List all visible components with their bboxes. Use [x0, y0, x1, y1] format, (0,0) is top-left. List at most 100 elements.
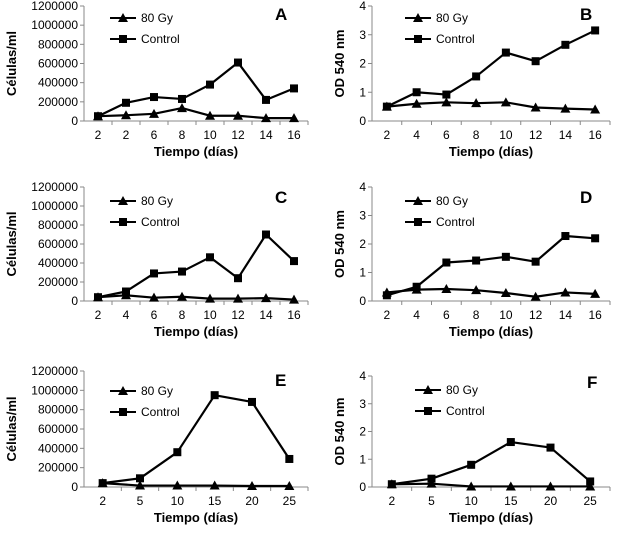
legend-label: Control: [446, 404, 485, 418]
x-tick-label: 2: [95, 128, 102, 142]
x-tick-label: 4: [413, 128, 420, 142]
y-tick-label: 400000: [38, 76, 78, 90]
y-tick-label: 4: [359, 369, 366, 383]
series-80gy-point-7: [590, 288, 601, 298]
legend-entry-80gy: 80 Gy: [405, 194, 468, 208]
series-80gy-point-6: [261, 293, 271, 303]
y-tick-label: 2: [359, 425, 366, 439]
legend-label: 80 Gy: [436, 11, 468, 25]
legend-marker-point-1: [119, 408, 127, 416]
x-tick-label: 6: [151, 128, 158, 142]
x-axis-title: Tiempo (días): [154, 144, 238, 159]
panel-letter: E: [275, 371, 286, 390]
y-tick-label: 4: [359, 180, 366, 194]
x-tick-label: 15: [208, 494, 222, 508]
series-80gy-line: [97, 106, 294, 120]
series-80gy-line: [386, 287, 596, 298]
y-tick-label: 1000000: [31, 199, 78, 213]
x-tick-label: 8: [473, 128, 480, 142]
y-tick-label: 600000: [38, 57, 78, 71]
legend-marker-point-0: [423, 385, 433, 394]
y-axis-title: OD 540 nm: [332, 30, 347, 98]
x-tick-label: 16: [588, 128, 602, 142]
chart-panel-c: 0 200000 400000 600000 800000 1000000 1200000 2…: [4, 180, 309, 339]
x-tick-label: 25: [283, 494, 297, 508]
series-control-point-2: [442, 90, 451, 99]
series-control-point-3: [210, 391, 219, 400]
series-control-point-7: [591, 234, 600, 243]
x-tick-label: 10: [464, 494, 478, 508]
series-control-point-6: [561, 232, 570, 241]
series-control-point-0: [382, 291, 391, 300]
series-control-point-3: [178, 267, 186, 276]
y-tick-label: 3: [359, 28, 366, 42]
series-control-point-1: [122, 287, 130, 296]
legend-label: Control: [141, 32, 180, 46]
series-control-point-6: [262, 95, 270, 104]
x-tick-label: 2: [123, 128, 130, 142]
legend-entry-80gy: 80 Gy: [415, 383, 478, 397]
series-control: [382, 26, 600, 111]
y-tick-label: 400000: [38, 256, 78, 270]
series-80gy-point-2: [441, 284, 452, 294]
series-80gy-point-3: [177, 291, 187, 301]
series-control-point-2: [150, 269, 158, 278]
legend-marker-point-1: [119, 218, 127, 226]
x-tick-label: 6: [443, 308, 450, 322]
series-control-point-4: [248, 397, 256, 406]
y-tick-label: 3: [359, 397, 366, 411]
x-tick-label: 12: [231, 128, 245, 142]
series-control-point-0: [94, 112, 102, 121]
panel-letter: D: [580, 188, 592, 207]
legend-marker-point-0: [118, 13, 128, 22]
x-tick-label: 25: [583, 494, 597, 508]
x-axis-title: Tiempo (días): [449, 510, 533, 525]
y-axis-title: Células/ml: [4, 31, 19, 96]
legend-marker-point-0: [118, 386, 128, 395]
legend-marker-point-0: [118, 196, 128, 205]
y-tick-label: 2: [359, 237, 366, 251]
series-80gy-point-4: [500, 97, 511, 107]
legend-label: Control: [436, 32, 475, 46]
series-80gy-point-3: [177, 103, 187, 113]
series-80gy-point-4: [205, 293, 215, 303]
y-tick-label: 200000: [38, 461, 78, 475]
series-80gy-point-4: [500, 288, 511, 298]
legend-label: 80 Gy: [141, 384, 173, 398]
y-axis-title: OD 540 nm: [332, 210, 347, 278]
x-tick-label: 16: [588, 308, 602, 322]
series-80gy-point-1: [411, 98, 422, 108]
y-tick-label: 1200000: [31, 180, 78, 194]
x-tick-label: 5: [137, 494, 144, 508]
panel-letter: F: [587, 373, 597, 392]
legend-entry-80gy: 80 Gy: [110, 194, 173, 208]
series-control-point-4: [501, 48, 510, 57]
series-control-point-2: [442, 258, 451, 267]
series-80gy: [93, 290, 299, 304]
y-tick-label: 800000: [38, 37, 78, 51]
series-control-point-7: [290, 257, 298, 266]
x-tick-label: 16: [287, 308, 301, 322]
x-tick-label: 10: [203, 308, 217, 322]
series-80gy-point-5: [530, 102, 541, 112]
x-tick-label: 10: [171, 494, 185, 508]
legend-label: 80 Gy: [446, 383, 478, 397]
y-tick-label: 0: [359, 114, 366, 128]
x-axis-title: Tiempo (días): [154, 510, 238, 525]
series-control-point-1: [412, 88, 421, 97]
y-tick-label: 1: [359, 452, 366, 466]
series-control-line: [386, 234, 596, 297]
series-control-point-4: [501, 252, 510, 261]
x-tick-label: 16: [287, 128, 301, 142]
x-tick-label: 6: [151, 308, 158, 322]
panel-letter: A: [275, 5, 287, 24]
series-control-point-1: [122, 98, 130, 107]
legend-label: 80 Gy: [141, 194, 173, 208]
series-80gy-point-4: [247, 481, 257, 491]
series-80gy-line: [391, 482, 591, 488]
series-80gy-point-3: [209, 480, 220, 490]
x-tick-label: 10: [203, 128, 217, 142]
